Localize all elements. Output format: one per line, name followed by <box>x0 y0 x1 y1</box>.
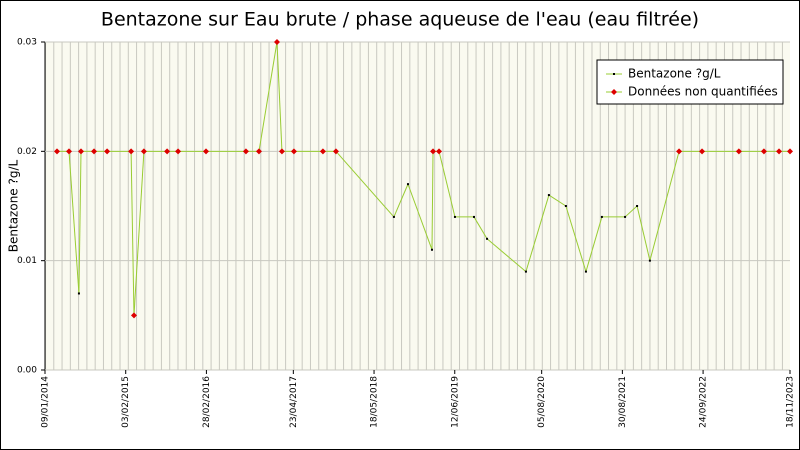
line-segment <box>258 41 278 152</box>
point-non-quantified <box>676 148 683 155</box>
point-non-quantified <box>278 148 285 155</box>
point <box>600 215 603 218</box>
point-non-quantified <box>255 148 262 155</box>
chart-title: Bentazone sur Eau brute / phase aqueuse … <box>101 9 699 31</box>
point-non-quantified <box>91 148 98 155</box>
line-segment <box>78 151 82 294</box>
line-segment <box>276 41 283 152</box>
line-segment <box>565 205 587 272</box>
y-tick-label: 0.02 <box>17 147 37 157</box>
point-non-quantified <box>290 148 297 155</box>
point-non-quantified <box>203 148 210 155</box>
point-non-quantified <box>242 148 249 155</box>
x-tick-label: 18/11/2023 <box>786 376 796 428</box>
x-tick-label: 23/04/2017 <box>289 376 299 428</box>
point <box>77 292 80 295</box>
line-segment <box>486 238 527 272</box>
line-segment <box>525 194 550 272</box>
x-tick-label: 03/02/2015 <box>121 376 131 428</box>
point-non-quantified <box>332 148 339 155</box>
point-non-quantified <box>787 148 793 155</box>
line-segment <box>624 205 638 218</box>
x-tick-label: 12/06/2019 <box>450 376 460 428</box>
y-axis-label: Bentazone ?g/L <box>7 159 21 252</box>
line-segment <box>585 216 603 272</box>
line-segment <box>431 151 434 250</box>
legend-marker <box>613 73 615 75</box>
x-tick-label: 30/08/2021 <box>618 376 628 428</box>
legend-box <box>596 59 784 105</box>
point-non-quantified <box>128 148 135 155</box>
point-non-quantified <box>104 148 111 155</box>
point <box>486 237 489 240</box>
point-non-quantified <box>140 148 147 155</box>
point <box>564 205 567 207</box>
point <box>624 215 627 218</box>
point-non-quantified <box>776 148 783 155</box>
point-non-quantified <box>66 148 73 155</box>
line-segment <box>649 151 680 261</box>
point-non-quantified <box>760 148 767 155</box>
point-non-quantified <box>430 148 437 155</box>
line-segment <box>438 151 456 218</box>
point <box>430 248 433 251</box>
x-tick-label: 28/02/2016 <box>202 376 212 428</box>
legend-label: Données non quantifiées <box>628 85 778 99</box>
line-segment <box>133 151 145 316</box>
point <box>524 270 527 273</box>
point <box>406 183 409 186</box>
line-segment <box>393 183 409 218</box>
y-tick-label: 0.01 <box>17 256 37 266</box>
y-tick-label: 0.00 <box>17 366 37 376</box>
point-non-quantified <box>735 148 742 155</box>
point-non-quantified <box>78 148 85 155</box>
point-non-quantified <box>164 148 171 155</box>
line-segment <box>636 205 651 261</box>
line-segment <box>473 216 488 240</box>
legend: Bentazone ?g/L Données non quantifiées <box>596 59 784 105</box>
point <box>453 215 456 218</box>
line-segment <box>68 151 80 294</box>
point-non-quantified <box>175 148 182 155</box>
legend-label: Bentazone ?g/L <box>628 67 721 81</box>
point <box>584 270 587 273</box>
y-tick-label: 0.03 <box>17 38 37 48</box>
x-tick-label: 05/08/2020 <box>537 376 547 428</box>
point <box>392 215 395 218</box>
point-non-quantified <box>273 39 280 45</box>
line-segment <box>407 183 433 250</box>
x-tick-label: 24/09/2022 <box>699 376 709 428</box>
line-segment <box>548 194 567 207</box>
point-non-quantified <box>319 148 326 155</box>
x-tick-label: 18/05/2018 <box>370 376 380 428</box>
line-segment <box>130 151 135 316</box>
point <box>547 194 550 197</box>
point <box>636 205 639 207</box>
point-non-quantified <box>130 312 137 319</box>
line-segment <box>335 151 395 218</box>
legend-marker <box>611 89 617 95</box>
point-non-quantified <box>436 148 443 155</box>
point <box>648 259 651 262</box>
x-tick-label: 09/01/2014 <box>41 376 51 428</box>
point-non-quantified <box>54 148 61 155</box>
point <box>472 215 475 218</box>
point-non-quantified <box>699 148 706 155</box>
